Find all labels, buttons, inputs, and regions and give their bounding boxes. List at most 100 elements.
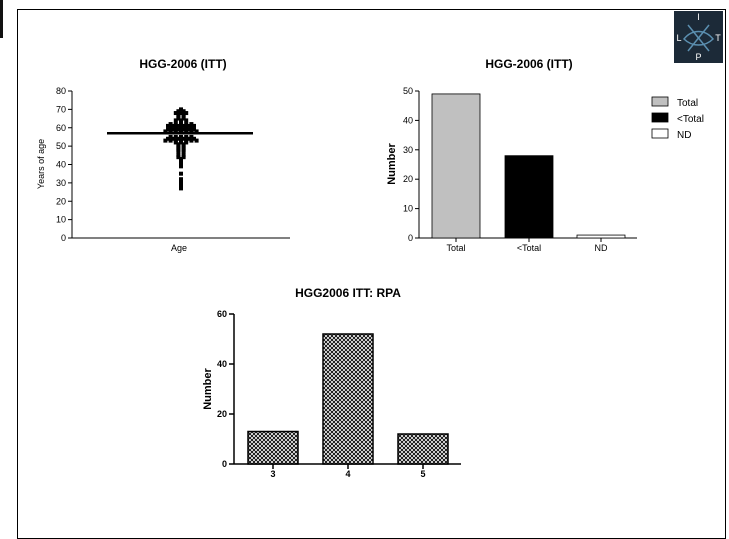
chart1-y-tick-label: 10	[56, 215, 66, 225]
chart1-data-point	[179, 162, 183, 167]
chart1-ylabel: Years of age	[36, 139, 46, 189]
chart1-data-point	[192, 127, 196, 132]
chart1-category-label: Age	[171, 243, 187, 253]
chart3-x-label: 4	[345, 469, 350, 479]
chart1-data-point	[179, 134, 183, 139]
chart1-data-point	[179, 186, 183, 191]
chart2-y-tick-label: 30	[403, 145, 413, 155]
chart1-y-tick-label: 60	[56, 123, 66, 133]
chart3-ylabel: Number	[202, 368, 214, 410]
chart1-data-point	[168, 134, 173, 139]
chart3-x-label: 5	[420, 469, 425, 479]
chart1-data-point	[168, 129, 173, 134]
chart1-data-point	[179, 111, 183, 116]
chart3-y-tick-label: 40	[217, 359, 227, 369]
chart1-data-point	[179, 180, 183, 185]
chart1-data-point	[173, 122, 178, 127]
chart1-data-point	[179, 171, 183, 176]
chart1-data-point	[176, 127, 181, 132]
chart1-data-point	[181, 123, 186, 128]
chart3-y-tick-label: 60	[217, 309, 227, 319]
chart1-data-point	[171, 123, 176, 128]
chart1-data-point	[179, 177, 183, 182]
chart1-data-point	[186, 123, 191, 128]
chart2-legend-swatch	[651, 112, 669, 123]
chart1-data-point	[163, 129, 168, 134]
chart1-data-point	[181, 109, 186, 114]
chart1-title: HGG-2006 (ITT)	[139, 57, 226, 71]
chart2-y-tick-label: 20	[403, 174, 413, 184]
chart1-data-point	[166, 127, 170, 132]
chart2-bar-0	[431, 93, 481, 239]
chart1-data-point	[184, 122, 189, 127]
chart1-data-point	[184, 129, 189, 134]
logo-letter-bottom: P	[695, 52, 701, 62]
chart1-data-point	[181, 112, 186, 117]
chart2-y-tick-label: 50	[403, 86, 413, 96]
chart2-ylabel: Number	[386, 143, 398, 185]
chart3-title: HGG2006 ITT: RPA	[295, 286, 401, 300]
chart1-data-point	[176, 153, 181, 158]
chart2-legend-swatch	[651, 96, 669, 107]
chart1-data-point	[171, 136, 176, 141]
chart1-data-point	[184, 111, 189, 116]
chart1-data-point	[184, 134, 189, 139]
chart1-data-point	[184, 125, 189, 130]
chart1-y-tick-label: 70	[56, 104, 66, 114]
chart1-data-point	[189, 125, 194, 130]
chart1-data-point	[192, 123, 196, 128]
chart1-data-point	[181, 127, 186, 132]
chart2-legend-label: Total	[677, 98, 698, 109]
chart1-data-point	[184, 138, 189, 143]
rpa-bar-chart: HGG2006 ITT: RPA Number 0 20 40 60 3 4 5	[202, 286, 461, 479]
chart2-bar-1	[504, 155, 554, 239]
chart2-legend-label: ND	[677, 130, 691, 141]
chart1-data-point	[173, 134, 178, 139]
logo-letter-left: L	[676, 33, 681, 43]
chart2-x-label: Total	[446, 243, 465, 253]
chart1-data-point	[194, 138, 199, 143]
chart3-y-tick-label: 20	[217, 409, 227, 419]
chart1-data-point	[179, 129, 183, 134]
chart1-data-point	[181, 136, 186, 141]
chart1-y-tick-label: 50	[56, 141, 66, 151]
logo: I L T P	[674, 11, 723, 63]
chart1-data-point	[179, 118, 183, 123]
chart1-data-point	[168, 125, 173, 130]
chart1-data-point	[173, 129, 178, 134]
chart1-y-tick-label: 40	[56, 160, 66, 170]
chart1-data-point	[184, 118, 189, 123]
chart1-data-point	[166, 136, 170, 141]
chart1-data-point	[176, 109, 181, 114]
chart1-data-point	[163, 138, 168, 143]
chart3-bar-1	[322, 333, 374, 465]
window-edge	[0, 0, 3, 38]
chart1-data-point	[176, 123, 181, 128]
chart1-data-point	[186, 136, 191, 141]
chart1-data-point	[179, 125, 183, 130]
chart1-data-point	[168, 138, 173, 143]
chart2-y-tick-label: 40	[403, 115, 413, 125]
chart1-data-point	[189, 134, 194, 139]
chart1-data-point	[179, 107, 183, 112]
chart1-y-tick-label: 30	[56, 178, 66, 188]
chart1-data-point	[173, 118, 178, 123]
chart2-y-tick-label: 10	[403, 204, 413, 214]
chart2-title: HGG-2006 (ITT)	[485, 57, 572, 71]
chart1-data-point	[176, 136, 181, 141]
chart1-data-point	[179, 156, 183, 161]
chart3-y-tick-label: 0	[222, 459, 227, 469]
chart3-bar-2	[397, 433, 449, 465]
chart2-legend-swatch	[651, 128, 669, 139]
chart1-y-tick-label: 80	[56, 86, 66, 96]
chart1-y-tick-label: 20	[56, 196, 66, 206]
chart1-data-point	[173, 138, 178, 143]
chart1-data-point	[189, 138, 194, 143]
chart1-data-point	[173, 111, 178, 116]
chart2-x-label: <Total	[517, 243, 541, 253]
chart1-data-point	[176, 112, 181, 117]
status-bar-chart: HGG-2006 (ITT) Number 0 10 20 30 40 50 Total <…	[386, 57, 704, 253]
chart1-data-point	[192, 136, 196, 141]
logo-letter-right: T	[715, 33, 721, 43]
chart3-bar-0	[247, 430, 299, 465]
